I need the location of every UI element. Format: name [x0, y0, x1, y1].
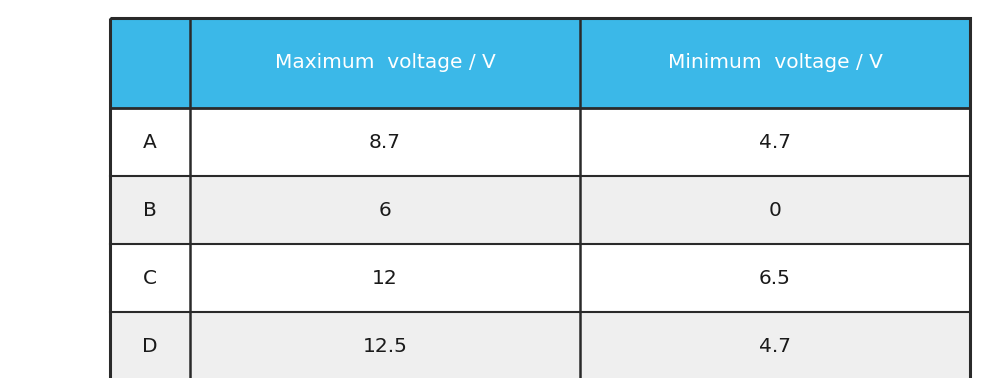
- Text: 12: 12: [372, 268, 398, 288]
- Bar: [110, 244, 190, 312]
- Text: Maximum  voltage / V: Maximum voltage / V: [274, 54, 495, 73]
- Bar: [190, 18, 580, 108]
- Bar: [110, 18, 190, 108]
- Bar: [110, 176, 190, 244]
- Text: C: C: [143, 268, 157, 288]
- Text: 4.7: 4.7: [759, 336, 791, 355]
- Bar: [190, 312, 580, 378]
- Text: 6.5: 6.5: [759, 268, 791, 288]
- Text: D: D: [143, 336, 157, 355]
- Bar: [190, 108, 580, 176]
- Bar: [580, 312, 970, 378]
- Text: Minimum  voltage / V: Minimum voltage / V: [667, 54, 882, 73]
- Text: 6: 6: [378, 200, 391, 220]
- Bar: [190, 244, 580, 312]
- Bar: [580, 108, 970, 176]
- Bar: [190, 176, 580, 244]
- Text: B: B: [144, 200, 156, 220]
- Bar: [110, 18, 970, 378]
- Text: 4.7: 4.7: [759, 133, 791, 152]
- Bar: [110, 108, 190, 176]
- Text: 8.7: 8.7: [369, 133, 401, 152]
- Bar: [110, 312, 190, 378]
- Bar: [580, 18, 970, 108]
- Text: 0: 0: [768, 200, 781, 220]
- Text: A: A: [144, 133, 156, 152]
- Text: 12.5: 12.5: [362, 336, 408, 355]
- Bar: [580, 176, 970, 244]
- Bar: [580, 244, 970, 312]
